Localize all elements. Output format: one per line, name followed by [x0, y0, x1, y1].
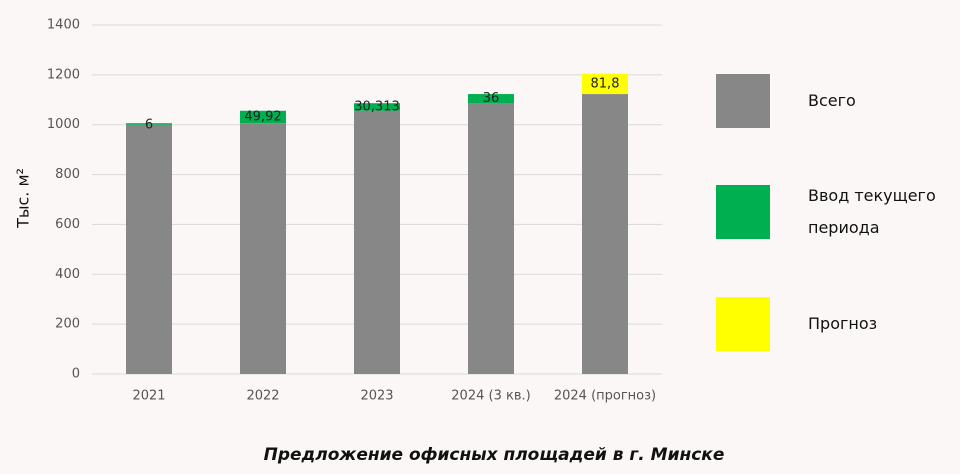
x-tick-label: 2022	[246, 389, 279, 404]
legend-label: Ввод текущего периода	[808, 186, 936, 237]
legend-swatch	[716, 185, 770, 239]
y-tick-label: 200	[55, 317, 80, 332]
bar-segment	[240, 110, 286, 124]
legend-label: Всего	[808, 91, 856, 110]
y-axis-label: Тыс. м²	[14, 168, 33, 229]
bar-segment	[468, 94, 514, 104]
bar-segment	[468, 103, 514, 374]
data-label: 49,92	[244, 109, 281, 124]
legend-label: Прогноз	[808, 314, 878, 333]
bar-segment	[240, 123, 286, 375]
y-tick-label: 600	[55, 217, 80, 232]
data-label: 81,8	[591, 76, 620, 91]
bar-segment	[582, 94, 628, 375]
x-tick-label: 2024 (прогноз)	[554, 389, 656, 404]
y-tick-label: 1200	[47, 67, 80, 82]
bar-segment	[582, 73, 628, 95]
bar-segment	[126, 124, 172, 374]
legend-swatch	[716, 297, 770, 351]
bar-segment	[354, 103, 400, 111]
x-tick-label: 2021	[132, 389, 165, 404]
data-label: 30,313	[354, 99, 400, 114]
x-tick-label: 2024 (3 кв.)	[451, 389, 530, 404]
data-label: 6	[145, 118, 153, 133]
y-tick-label: 1400	[47, 18, 80, 33]
legend-swatch	[716, 74, 770, 128]
chart-title: Предложение офисных площадей в г. Минске	[264, 445, 725, 465]
y-tick-label: 0	[72, 367, 80, 382]
data-label: 36	[483, 91, 500, 106]
y-tick-label: 400	[55, 267, 80, 282]
y-tick-label: 1000	[47, 117, 80, 132]
y-tick-label: 800	[55, 167, 80, 182]
bar-segment	[126, 123, 172, 125]
x-tick-label: 2023	[360, 389, 393, 404]
bar-segment	[354, 110, 400, 375]
